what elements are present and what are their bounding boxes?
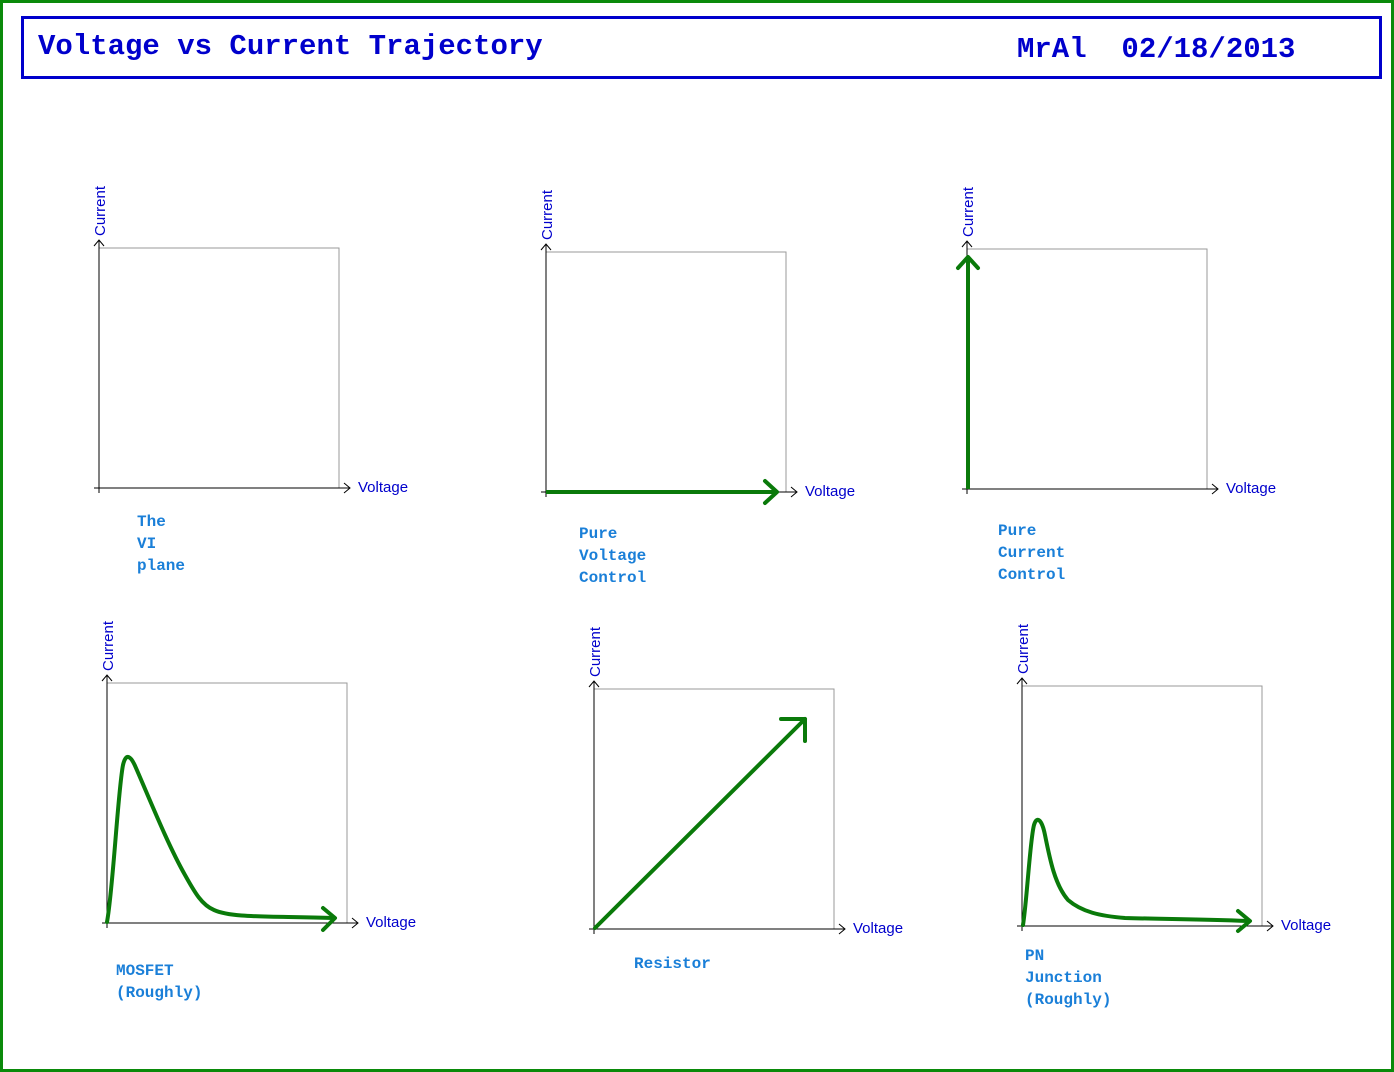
panel-caption: PN Junction (Roughly)	[1025, 947, 1112, 1009]
title-box: Voltage vs Current Trajectory MrAl 02/18…	[21, 16, 1382, 79]
trajectory-arrowhead	[763, 479, 779, 505]
x-axis-arrow	[343, 482, 351, 494]
y-axis-label: Current	[1015, 623, 1032, 674]
panel-caption: The VI plane	[137, 513, 186, 575]
x-axis-arrow	[1266, 920, 1274, 932]
x-axis-arrow	[351, 917, 359, 929]
x-axis-arrow	[1211, 483, 1219, 495]
panel-caption: Pure Current Control	[998, 522, 1066, 584]
y-axis-arrow	[588, 680, 600, 688]
y-axis-arrow	[93, 239, 105, 247]
x-axis-label: Voltage	[853, 920, 904, 937]
author-date: MrAl 02/18/2013	[1017, 33, 1296, 66]
plot-box	[1021, 685, 1263, 927]
trajectory-arrowhead	[321, 906, 337, 932]
trajectory-arrowhead	[956, 255, 980, 270]
trajectory-arrowhead	[1236, 909, 1252, 933]
x-axis-label: Voltage	[805, 483, 856, 500]
trajectory-arrowhead	[779, 717, 807, 743]
panel-caption: Resistor	[634, 955, 711, 973]
x-axis-label: Voltage	[1281, 917, 1332, 934]
y-axis-arrow	[101, 674, 113, 682]
trajectory-curve	[105, 755, 335, 924]
x-axis-label: Voltage	[358, 479, 409, 496]
x-axis-label: Voltage	[1226, 480, 1277, 497]
trajectory-curve	[1021, 817, 1250, 927]
x-axis-arrow	[790, 486, 798, 498]
panel-caption: MOSFET (Roughly)	[116, 962, 203, 1002]
trajectory-line	[593, 717, 807, 930]
x-axis-arrow	[838, 923, 846, 935]
y-axis-arrow	[1016, 677, 1028, 685]
x-axis-label: Voltage	[366, 914, 417, 931]
panel-caption: Pure Voltage Control	[579, 525, 647, 587]
y-axis-arrow	[961, 240, 973, 248]
y-axis-arrow	[540, 243, 552, 251]
page-title: Voltage vs Current Trajectory	[38, 30, 543, 63]
